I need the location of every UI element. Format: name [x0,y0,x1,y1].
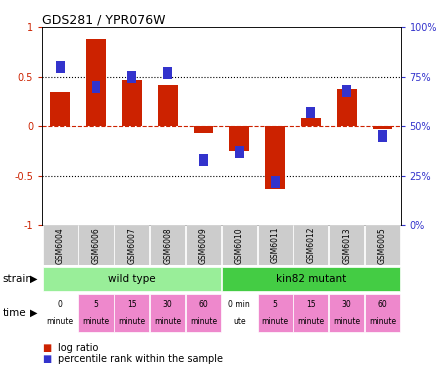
Bar [271,176,279,187]
Bar [301,118,321,126]
Text: 30: 30 [342,300,352,309]
Text: ute: ute [233,317,246,326]
Bar [199,154,208,166]
FancyBboxPatch shape [150,294,185,332]
Text: 0 min: 0 min [228,300,250,309]
FancyBboxPatch shape [43,294,78,332]
Text: ■: ■ [42,343,52,354]
FancyBboxPatch shape [43,225,78,265]
Text: GSM6007: GSM6007 [127,227,136,264]
Bar [127,71,136,83]
Text: ▶: ▶ [30,274,38,284]
Text: wild type: wild type [108,273,156,284]
Text: 60: 60 [198,300,208,309]
Text: minute: minute [262,317,289,326]
Text: GSM6004: GSM6004 [56,227,65,264]
Bar [378,130,387,142]
Bar [230,126,249,151]
Bar [265,126,285,188]
Bar [235,146,244,158]
Text: ▶: ▶ [30,308,38,318]
Text: 5: 5 [273,300,278,309]
Bar [337,89,356,126]
FancyBboxPatch shape [258,225,293,265]
FancyBboxPatch shape [293,294,328,332]
Text: GSM6005: GSM6005 [378,227,387,264]
Text: minute: minute [118,317,146,326]
Text: GSM6010: GSM6010 [235,227,244,264]
Text: GSM6012: GSM6012 [307,227,316,264]
Text: time: time [2,308,26,318]
Text: strain: strain [2,274,32,284]
Text: minute: minute [369,317,396,326]
FancyBboxPatch shape [329,225,364,265]
Text: kin82 mutant: kin82 mutant [276,273,346,284]
FancyBboxPatch shape [186,225,221,265]
FancyBboxPatch shape [150,225,185,265]
FancyBboxPatch shape [114,294,150,332]
Text: GSM6009: GSM6009 [199,227,208,264]
Text: minute: minute [47,317,74,326]
Text: 15: 15 [127,300,137,309]
Bar [307,107,316,118]
Bar [86,39,106,126]
FancyBboxPatch shape [114,225,150,265]
Text: GSM6006: GSM6006 [92,227,101,264]
Text: 5: 5 [93,300,98,309]
Bar [158,85,178,126]
Text: 0: 0 [58,300,63,309]
FancyBboxPatch shape [222,225,257,265]
Text: 60: 60 [378,300,388,309]
Bar [163,67,172,79]
Text: GDS281 / YPR076W: GDS281 / YPR076W [42,13,166,26]
Text: ■: ■ [42,354,52,365]
Bar [373,126,392,129]
FancyBboxPatch shape [222,294,257,332]
Text: minute: minute [190,317,217,326]
Bar [56,61,65,73]
FancyBboxPatch shape [258,294,293,332]
Text: GSM6013: GSM6013 [342,227,351,264]
FancyBboxPatch shape [78,225,113,265]
Text: 15: 15 [306,300,316,309]
Text: GSM6011: GSM6011 [271,227,279,264]
FancyBboxPatch shape [43,267,221,291]
FancyBboxPatch shape [329,294,364,332]
Text: log ratio: log ratio [58,343,98,354]
Bar [50,92,70,126]
Bar [194,126,213,133]
Text: minute: minute [297,317,324,326]
FancyBboxPatch shape [222,267,400,291]
Text: minute: minute [154,317,181,326]
Bar [122,80,142,126]
FancyBboxPatch shape [78,294,113,332]
FancyBboxPatch shape [293,225,328,265]
FancyBboxPatch shape [365,225,400,265]
Text: minute: minute [333,317,360,326]
Bar [92,81,101,93]
Text: 30: 30 [163,300,173,309]
FancyBboxPatch shape [186,294,221,332]
Text: minute: minute [82,317,109,326]
Text: percentile rank within the sample: percentile rank within the sample [58,354,223,365]
Bar [342,85,351,97]
Text: GSM6008: GSM6008 [163,227,172,264]
FancyBboxPatch shape [365,294,400,332]
